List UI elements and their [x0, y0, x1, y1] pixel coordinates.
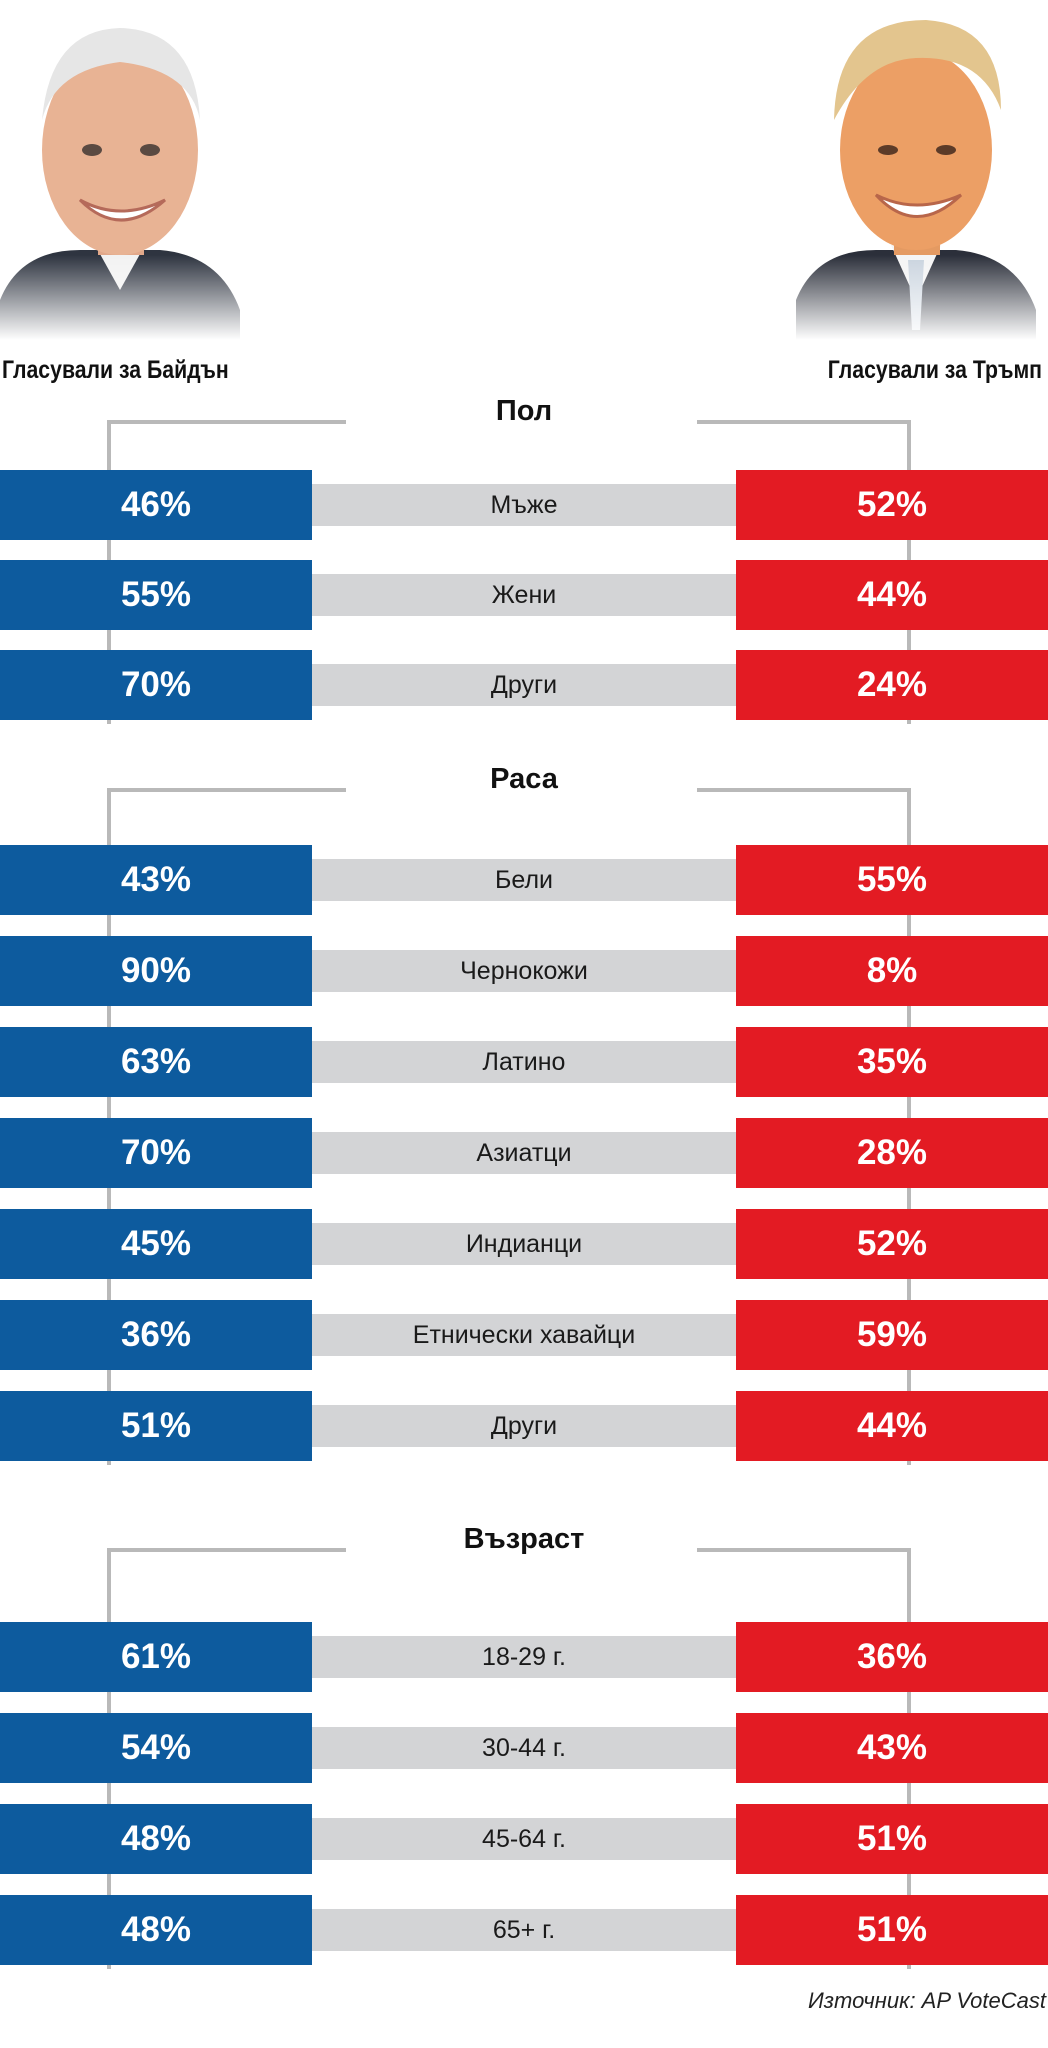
trump-value-bar: 59%: [736, 1300, 1048, 1370]
trump-voters-label: Гласували за Тръмп: [827, 356, 1042, 384]
biden-value-bar: 70%: [0, 650, 312, 720]
category-label: Други: [312, 1405, 736, 1447]
biden-value-bar: 54%: [0, 1713, 312, 1783]
trump-value-bar: 43%: [736, 1713, 1048, 1783]
data-row: 63% Латино 35%: [0, 1027, 1048, 1097]
section-title: Раса: [490, 763, 558, 795]
data-row: 51% Други 44%: [0, 1391, 1048, 1461]
category-label: 45-64 г.: [312, 1818, 736, 1860]
biden-value-bar: 55%: [0, 560, 312, 630]
biden-value-bar: 48%: [0, 1895, 312, 1965]
trump-value-bar: 52%: [736, 1209, 1048, 1279]
data-row: 48% 65+ г. 51%: [0, 1895, 1048, 1965]
data-row: 70% Азиатци 28%: [0, 1118, 1048, 1188]
category-label: Други: [312, 664, 736, 706]
category-label: Чернокожи: [312, 950, 736, 992]
section-title: Пол: [495, 395, 553, 427]
biden-value-bar: 51%: [0, 1391, 312, 1461]
category-label: 30-44 г.: [312, 1727, 736, 1769]
category-label: Азиатци: [312, 1132, 736, 1174]
trump-value-bar: 55%: [736, 845, 1048, 915]
category-label: Латино: [312, 1041, 736, 1083]
trump-value-bar: 24%: [736, 650, 1048, 720]
data-row: 61% 18-29 г. 36%: [0, 1622, 1048, 1692]
data-row: 46% Мъже 52%: [0, 470, 1048, 540]
trump-value-bar: 51%: [736, 1804, 1048, 1874]
biden-value-bar: 43%: [0, 845, 312, 915]
trump-value-bar: 8%: [736, 936, 1048, 1006]
trump-value-bar: 51%: [736, 1895, 1048, 1965]
data-row: 36% Етнически хавайци 59%: [0, 1300, 1048, 1370]
data-row: 70% Други 24%: [0, 650, 1048, 720]
category-label: Индианци: [312, 1223, 736, 1265]
trump-value-bar: 44%: [736, 1391, 1048, 1461]
biden-value-bar: 45%: [0, 1209, 312, 1279]
category-label: Мъже: [312, 484, 736, 526]
data-row: 48% 45-64 г. 51%: [0, 1804, 1048, 1874]
biden-value-bar: 70%: [0, 1118, 312, 1188]
category-label: Етнически хавайци: [312, 1314, 736, 1356]
data-row: 55% Жени 44%: [0, 560, 1048, 630]
trump-portrait: [796, 0, 1036, 340]
category-label: 65+ г.: [312, 1909, 736, 1951]
trump-value-bar: 35%: [736, 1027, 1048, 1097]
biden-portrait: [0, 0, 240, 340]
trump-value-bar: 52%: [736, 470, 1048, 540]
data-row: 90% Чернокожи 8%: [0, 936, 1048, 1006]
data-row: 45% Индианци 52%: [0, 1209, 1048, 1279]
data-row: 54% 30-44 г. 43%: [0, 1713, 1048, 1783]
trump-value-bar: 36%: [736, 1622, 1048, 1692]
biden-value-bar: 46%: [0, 470, 312, 540]
category-label: Бели: [312, 859, 736, 901]
category-label: Жени: [312, 574, 736, 616]
data-row: 43% Бели 55%: [0, 845, 1048, 915]
trump-value-bar: 44%: [736, 560, 1048, 630]
biden-value-bar: 63%: [0, 1027, 312, 1097]
section-title: Възраст: [463, 1523, 585, 1555]
trump-value-bar: 28%: [736, 1118, 1048, 1188]
biden-value-bar: 90%: [0, 936, 312, 1006]
biden-voters-label: Гласували за Байдън: [2, 356, 229, 384]
biden-value-bar: 61%: [0, 1622, 312, 1692]
biden-value-bar: 36%: [0, 1300, 312, 1370]
biden-value-bar: 48%: [0, 1804, 312, 1874]
category-label: 18-29 г.: [312, 1636, 736, 1678]
source-note: Източник: AP VoteCast: [808, 1988, 1046, 2013]
